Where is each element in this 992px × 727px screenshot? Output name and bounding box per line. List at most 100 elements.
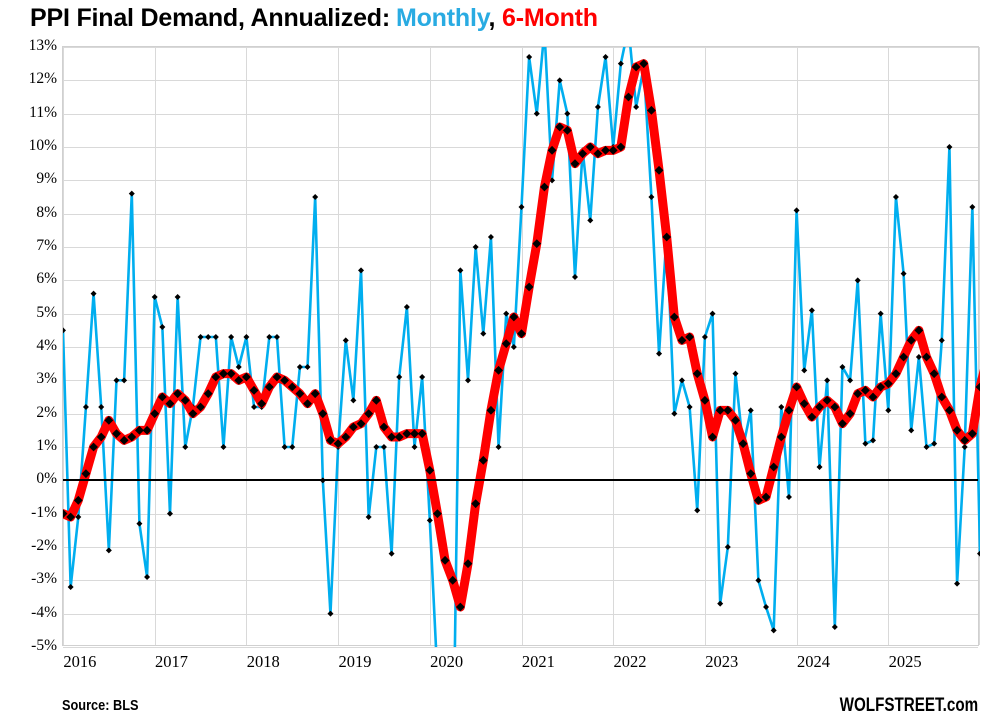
data-point-marker	[235, 364, 242, 370]
data-point-marker	[226, 369, 236, 379]
data-point-marker	[180, 395, 190, 405]
data-point-marker	[761, 492, 771, 502]
data-point-marker	[234, 375, 244, 385]
y-axis-tick-label: -4%	[31, 603, 57, 621]
data-point-marker	[808, 307, 815, 314]
data-point-marker	[394, 432, 404, 442]
data-point-marker	[731, 415, 740, 425]
data-point-marker	[341, 432, 351, 442]
data-point-marker	[486, 405, 496, 415]
data-point-marker	[379, 422, 389, 432]
data-point-marker	[249, 385, 259, 395]
data-point-marker	[142, 425, 152, 435]
series-six-month	[63, 59, 980, 612]
data-point-marker	[510, 344, 517, 350]
data-point-marker	[900, 270, 907, 277]
gridline-horizontal	[63, 280, 978, 282]
data-point-marker	[165, 399, 175, 409]
data-point-marker	[876, 382, 886, 392]
data-point-marker	[212, 334, 219, 340]
data-point-marker	[860, 385, 870, 395]
data-point-marker	[914, 325, 924, 335]
data-point-marker	[448, 575, 458, 585]
data-point-marker	[219, 369, 228, 379]
title-series-monthly: Monthly	[395, 4, 489, 32]
data-point-marker	[287, 382, 297, 392]
chart-title: PPI Final Demand, Annualized: Monthly, 6-…	[30, 4, 598, 33]
gridline-vertical	[521, 47, 523, 645]
data-point-marker	[387, 432, 396, 442]
data-point-marker	[862, 440, 869, 447]
data-point-marker	[617, 60, 624, 67]
data-point-marker	[211, 372, 221, 382]
data-point-marker	[961, 444, 968, 450]
data-point-marker	[685, 332, 695, 342]
data-point-marker	[937, 392, 947, 402]
data-point-marker	[135, 425, 144, 435]
x-axis-labels: 2016 2017 2018 2019 2020 2021 2022 2023 2024 2025	[0, 652, 992, 680]
x-axis-tick-label: 2016	[63, 652, 97, 671]
x-axis-tick-label: 2020	[430, 652, 464, 671]
data-point-marker	[717, 600, 724, 607]
data-point-marker	[151, 294, 158, 300]
y-axis-tick-label: 12%	[28, 70, 57, 88]
x-axis-tick-label: 2024	[796, 652, 830, 671]
data-point-marker	[892, 194, 899, 200]
data-point-marker	[885, 407, 892, 414]
source-note: Source: BLS	[62, 697, 139, 714]
x-axis-tick-label: 2019	[338, 652, 372, 671]
data-point-marker	[348, 422, 358, 432]
y-axis-tick-label: -3%	[31, 570, 57, 588]
data-point-marker	[96, 432, 106, 442]
data-point-marker	[877, 310, 884, 317]
data-point-marker	[746, 469, 756, 479]
data-point-marker	[66, 512, 76, 522]
data-point-marker	[273, 334, 280, 340]
data-point-marker	[656, 350, 663, 357]
data-point-marker	[776, 432, 786, 442]
data-point-marker	[410, 429, 419, 439]
data-point-marker	[67, 584, 74, 590]
data-point-marker	[946, 144, 953, 150]
gridline-vertical	[154, 47, 156, 645]
data-point-marker	[327, 610, 334, 617]
y-axis-tick-label: -1%	[31, 503, 57, 521]
data-point-marker	[318, 409, 328, 419]
data-point-marker	[608, 145, 618, 155]
data-point-marker	[969, 204, 976, 210]
data-point-marker	[403, 304, 410, 310]
data-point-marker	[602, 54, 609, 60]
gridline-vertical	[429, 47, 431, 645]
data-point-marker	[197, 334, 204, 340]
data-point-marker	[952, 425, 962, 435]
data-point-marker	[587, 217, 594, 224]
data-point-marker	[839, 364, 846, 370]
data-point-marker	[82, 404, 89, 410]
data-point-marker	[440, 555, 450, 565]
data-point-marker	[938, 337, 945, 344]
y-axis-tick-label: -5%	[31, 637, 57, 654]
gridline-horizontal	[63, 180, 978, 182]
data-point-marker	[807, 412, 817, 422]
data-point-marker	[549, 177, 556, 184]
data-point-marker	[127, 432, 137, 442]
data-point-marker	[845, 409, 855, 419]
data-point-marker	[463, 559, 473, 569]
data-point-marker	[105, 547, 112, 554]
data-point-marker	[113, 377, 120, 384]
y-axis-labels: -5% -4% -3% -2% -1% 0% 1% 2% 3% 4% 5% 6% 7% 8% 9% 10% 11…	[0, 37, 57, 654]
data-point-marker	[923, 444, 930, 450]
data-point-marker	[816, 464, 823, 470]
y-axis-tick-label: 11%	[29, 103, 57, 121]
data-point-marker	[533, 110, 540, 117]
data-point-marker	[495, 444, 502, 450]
gridline-horizontal	[63, 580, 978, 582]
data-point-marker	[480, 330, 487, 337]
brand-watermark: WOLFSTREET.com	[839, 695, 979, 716]
x-axis-tick-label: 2018	[246, 652, 280, 671]
data-point-marker	[157, 392, 167, 402]
title-series-sixmonth: 6-Month	[502, 4, 598, 32]
data-point-marker	[922, 352, 931, 362]
data-point-marker	[296, 364, 303, 370]
